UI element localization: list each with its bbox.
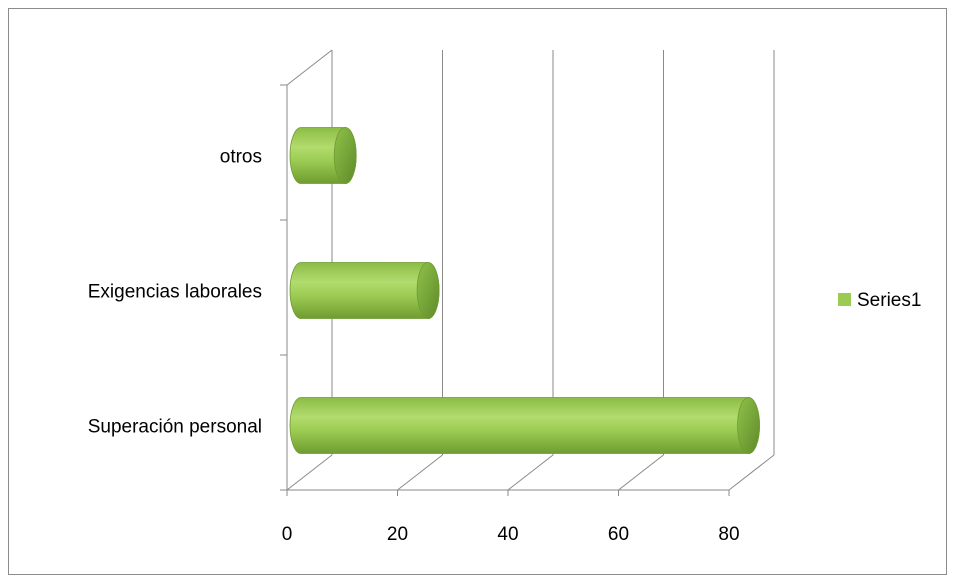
y-category-label: Superación personal bbox=[88, 417, 262, 438]
floor-gridline bbox=[728, 454, 775, 491]
legend-swatch bbox=[838, 293, 851, 306]
chart-area bbox=[8, 8, 947, 575]
floor-gridline bbox=[618, 454, 664, 491]
y-category-label: Exigencias laborales bbox=[88, 282, 262, 303]
bar-1 bbox=[289, 397, 760, 454]
floor-gridline bbox=[286, 454, 333, 491]
bar-2 bbox=[289, 262, 440, 319]
y-category-label: otros bbox=[220, 147, 262, 168]
y-axis-top-edge bbox=[286, 49, 333, 86]
x-tick-label: 0 bbox=[282, 524, 293, 545]
floor-gridline bbox=[507, 454, 554, 491]
x-tick-label: 40 bbox=[497, 524, 518, 545]
x-tick-label: 20 bbox=[387, 524, 408, 545]
bar-3 bbox=[289, 127, 357, 184]
x-tick-label: 60 bbox=[608, 524, 629, 545]
legend-label: Series1 bbox=[857, 290, 921, 311]
x-tick-label: 80 bbox=[718, 524, 739, 545]
floor-gridline bbox=[397, 454, 443, 491]
